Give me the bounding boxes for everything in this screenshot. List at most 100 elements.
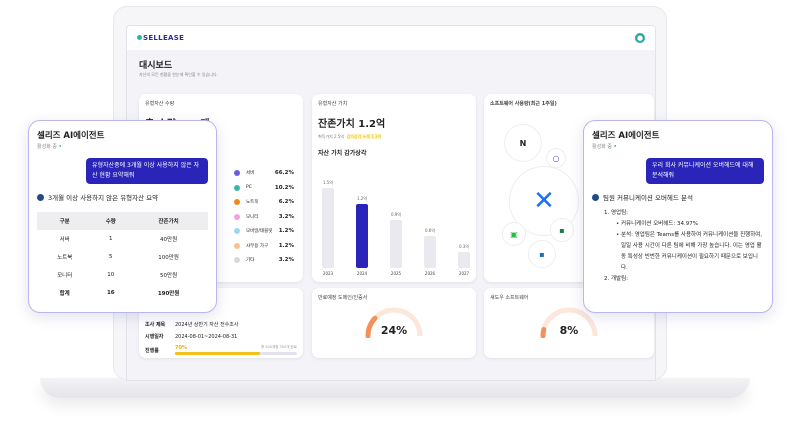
legend-label: 모니터	[246, 214, 259, 220]
gauge-value: 8%	[559, 324, 579, 337]
status-dot: •	[58, 144, 62, 150]
legend-swatch	[234, 242, 240, 249]
bar-2024	[356, 204, 368, 268]
legend-item: 서버 66.2%	[234, 166, 294, 181]
x-tick-label: 2024	[356, 271, 368, 276]
list-item: 커뮤니케이션 오버헤드: 34.97%	[621, 221, 698, 227]
cell: 모니터	[57, 273, 73, 279]
bar-label: 1.2억	[356, 196, 368, 201]
excel-icon[interactable]: ▪	[550, 218, 574, 242]
cell: 100만원	[158, 255, 179, 261]
legend-value: 66.2%	[274, 170, 294, 177]
logo-icon	[137, 35, 142, 40]
legend-label: PC	[246, 185, 252, 191]
summary-table: 구분 수량 잔존가치 서버 1 40만원 노트북 5 100만원 모니터 10 50만원 합계 1…	[37, 212, 208, 302]
status-text: 활성화 중	[592, 144, 612, 150]
depreciation-total: 감가상각 누계 1.3억	[346, 134, 382, 139]
gauge-value: 24%	[380, 324, 408, 337]
right-ai-chat-popup: 셀리즈 AI에이전트 활성화 중 • 우리 회사 커뮤니케이션 오버헤드에 대해…	[583, 120, 773, 313]
user-message: 유형자산중에 3개월 이상 사용하지 않은 자산 현황 요약해줘	[86, 158, 208, 184]
legend-value: 1.2%	[278, 242, 294, 249]
table-row: 서버 1 40만원	[37, 230, 208, 248]
user-icon[interactable]: ●	[635, 33, 645, 43]
card-title: 섀도우 소프트웨어	[490, 295, 529, 301]
x-tick-label: 2023	[322, 271, 334, 276]
bar-label: 0.3억	[458, 244, 470, 249]
table-row: 모니터 10 50만원	[37, 266, 208, 284]
expiring-gauge	[365, 307, 423, 338]
chat-title: 셀리즈 AI에이전트	[37, 131, 105, 141]
list-item: 분석: 영업팀은 Teams를 사용하여 커뮤니케이션을 진행하여, 일일 사용…	[621, 232, 763, 271]
cell: 서버	[59, 237, 70, 243]
outlook-icon[interactable]: ▪	[528, 240, 556, 268]
legend-swatch	[234, 213, 240, 220]
legend-label: 사무용 가구	[246, 243, 269, 249]
bar-label: 0.9억	[390, 212, 402, 217]
total-row: 합계 16 190만원	[37, 284, 208, 302]
progress-bar	[175, 352, 261, 355]
legend-value: 6.2%	[278, 199, 294, 206]
app-icon[interactable]: ○	[546, 148, 566, 168]
logo[interactable]: SELLEASE	[137, 34, 184, 42]
legend-item: 사무용 가구 1.2%	[234, 239, 294, 254]
legend-swatch	[234, 184, 240, 191]
progress-value: 70%	[175, 345, 187, 351]
bar-2026	[424, 236, 436, 268]
chart-title: 자산 가치 감가상각	[318, 150, 367, 157]
line-icon[interactable]: ▣	[502, 222, 526, 246]
card-title: 유형자산 가치	[318, 101, 348, 107]
cell: 10	[107, 272, 115, 278]
chat-title: 셀리즈 AI에이전트	[592, 131, 660, 141]
card-title: 유형자산 수량	[145, 101, 175, 107]
cell: 40만원	[160, 237, 178, 243]
page-subtitle: 자산의 모든 현황을 한눈에 확인할 수 있습니다.	[139, 72, 218, 77]
cell: 노트북	[57, 255, 73, 261]
cell: 16	[106, 290, 115, 296]
card-title: 만료예정 도메인/인증서	[318, 295, 368, 301]
label: 시행일자	[145, 334, 164, 340]
legend-swatch	[234, 170, 240, 177]
x-tick-label: 2026	[424, 271, 436, 276]
answer-title: 3개월 이상 사용하지 않은 유형자산 요약	[48, 194, 159, 202]
cell: 50만원	[160, 273, 178, 279]
legend-swatch	[234, 228, 240, 235]
globe-icon	[37, 193, 44, 201]
confluence-icon[interactable]: ✕	[509, 166, 579, 236]
depreciation-chart: 1.5억 2023 1.2억 2024 0.9억 2025 0.6억 2026 0.3억 2027	[318, 176, 470, 276]
acquisition-value: 취득가치 2.5억	[318, 134, 345, 139]
legend-label: 모바일/태블릿	[246, 229, 273, 235]
legend-label: 서버	[246, 171, 255, 177]
legend-item: PC 10.2%	[234, 181, 294, 196]
cell: 1	[109, 236, 113, 242]
col-header: 구분	[37, 212, 93, 230]
asset-value-card: 유형자산 가치 잔존가치 1.2억 취득가치 2.5억 감가상각 누계 1.3억…	[312, 94, 476, 282]
label: 조사 제목	[145, 322, 166, 328]
label: 진행률	[145, 347, 159, 354]
cell: 190만원	[157, 291, 180, 297]
expiring-domains-card: 만료예정 도메인/인증서 24%	[312, 288, 476, 358]
col-header: 잔존가치	[129, 212, 208, 230]
list-item: 2. 개발팀:	[604, 276, 629, 282]
legend-label: 기타	[246, 258, 255, 264]
legend-value: 10.2%	[274, 184, 294, 191]
legend-value: 1.2%	[278, 228, 294, 235]
survey-title: 2024년 상반기 자산 전수조사	[175, 322, 239, 328]
shadow-gauge	[540, 307, 598, 338]
col-header: 수량	[92, 212, 130, 230]
logo-text: SELLEASE	[143, 34, 185, 42]
x-tick-label: 2025	[390, 271, 402, 276]
bar-2023	[322, 188, 334, 268]
legend-value: 3.2%	[278, 213, 294, 220]
bar-2025	[390, 220, 402, 268]
progress-detail: 총 500개중 350개 완료	[260, 345, 297, 349]
status-dot: •	[613, 144, 617, 150]
legend-label: 노트북	[246, 200, 259, 206]
page-title: 대시보드	[139, 61, 173, 71]
table-row: 노트북 5 100만원	[37, 248, 208, 266]
legend-value: 3.2%	[278, 257, 294, 264]
bar-2027	[458, 252, 470, 268]
notion-icon[interactable]: N	[504, 124, 542, 162]
bar-label: 1.5억	[322, 180, 334, 185]
survey-date: 2024-08-01~2024-08-31	[175, 333, 238, 340]
cell: 합계	[59, 291, 70, 297]
